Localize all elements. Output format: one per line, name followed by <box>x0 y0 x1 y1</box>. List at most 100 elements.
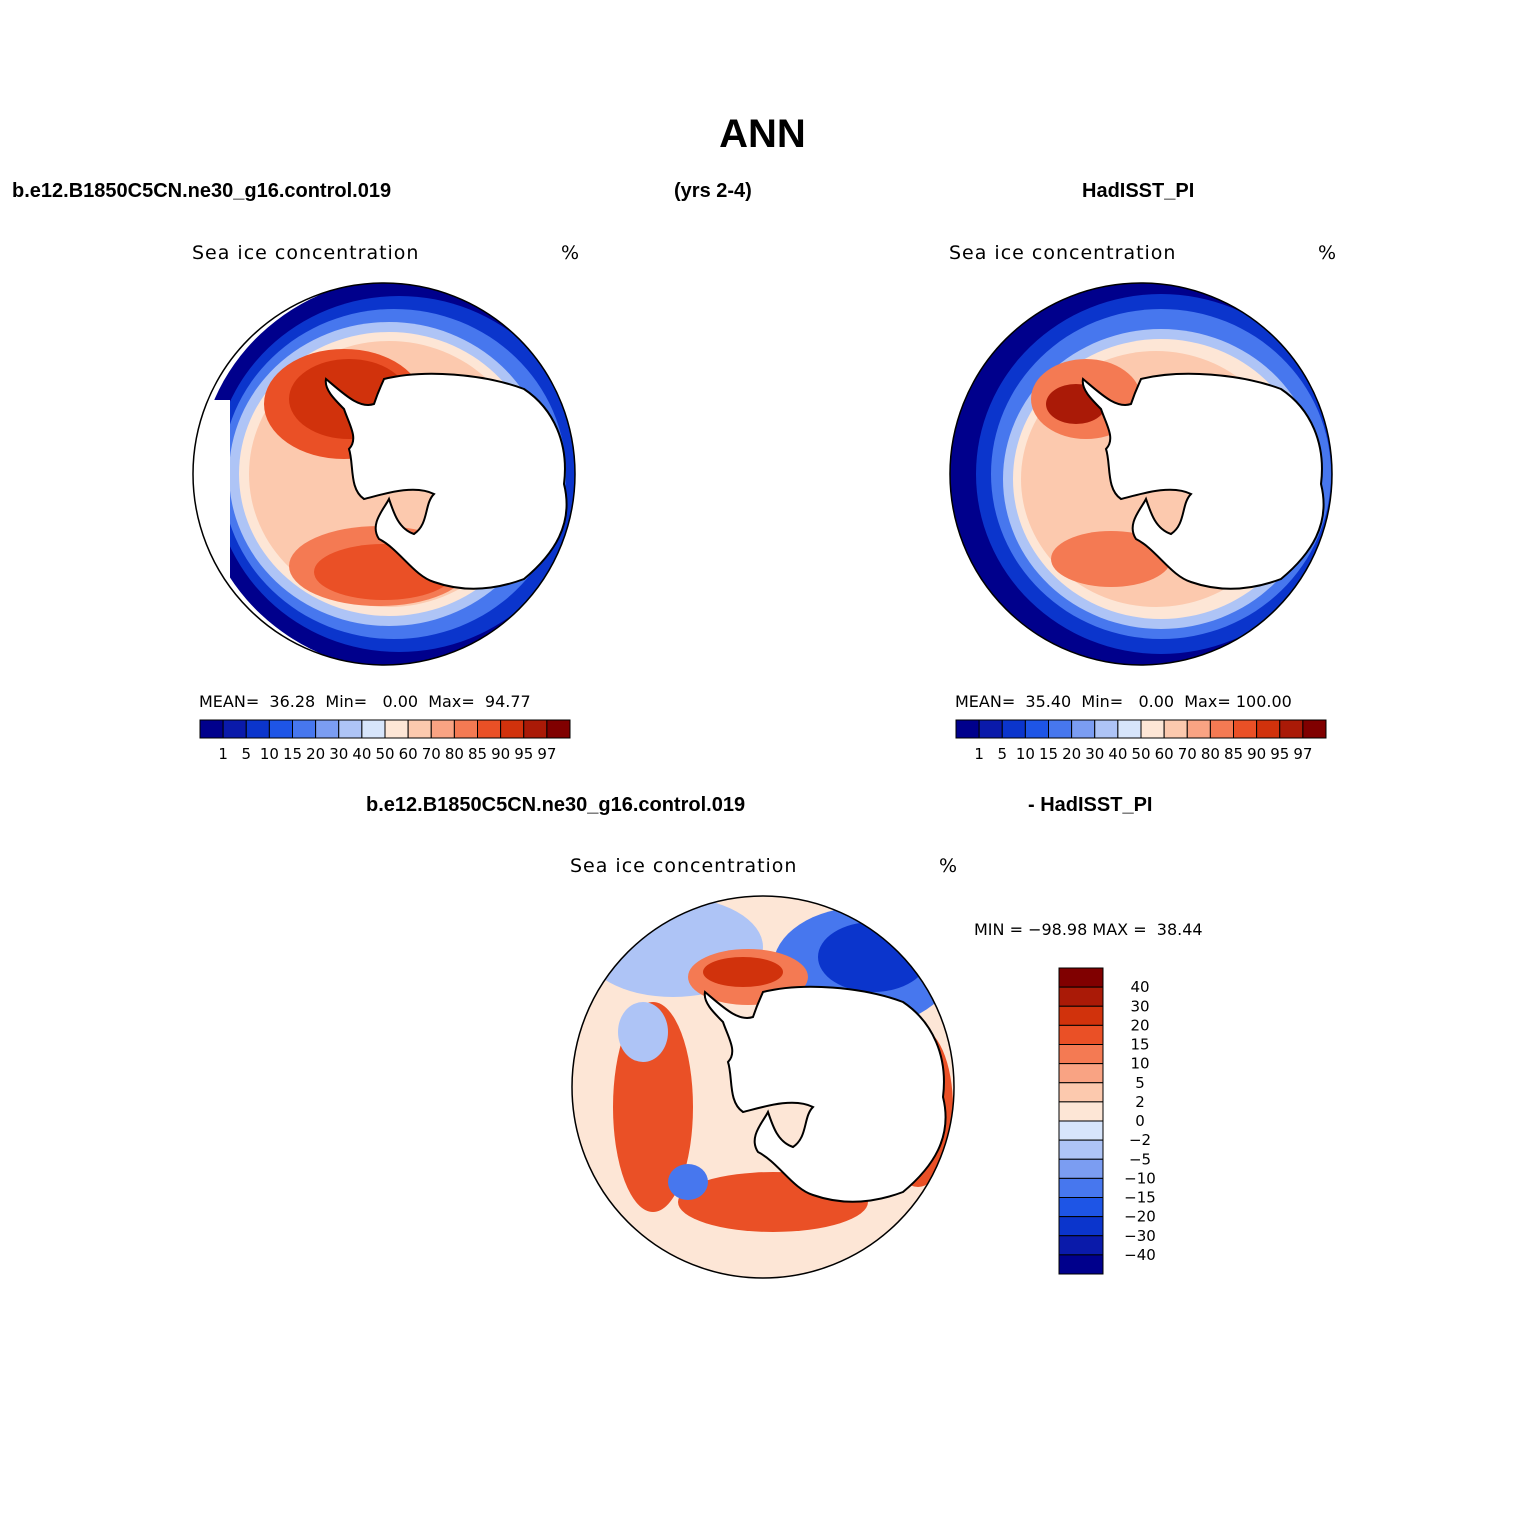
colorbar-swatch <box>361 719 386 739</box>
colorbar-tick-label: 40 <box>352 745 371 763</box>
colorbar-swatch <box>1117 719 1142 739</box>
colorbar-swatch <box>546 719 571 739</box>
colorbar-tick-label: 95 <box>514 745 533 763</box>
colorbar-tick-label: −15 <box>1124 1189 1156 1207</box>
colorbar-swatch <box>1186 719 1211 739</box>
colorbar-tick-label: 20 <box>1130 1016 1149 1034</box>
colorbar-swatch <box>1256 719 1281 739</box>
colorbar-swatch <box>1058 1177 1104 1198</box>
colorbar-tick-label: 10 <box>1130 1055 1149 1073</box>
colorbar-tick-label: 60 <box>1155 745 1174 763</box>
panel3-stats: MIN = −98.98 MAX = 38.44 <box>974 920 1203 939</box>
colorbar-tick-label: 50 <box>375 745 394 763</box>
colorbar-tick-label: 90 <box>491 745 510 763</box>
max-value: 100.00 <box>1235 692 1292 711</box>
colorbar-swatch <box>268 719 293 739</box>
colorbar-swatch <box>1058 1082 1104 1103</box>
colorbar-swatch <box>199 719 224 739</box>
figure-title: ANN <box>719 112 806 156</box>
colorbar-swatch <box>1279 719 1304 739</box>
colorbar-tick-label: 97 <box>537 745 556 763</box>
colorbar-tick-label: −30 <box>1124 1227 1156 1245</box>
min-label: Min= <box>325 692 368 711</box>
colorbar-swatch <box>1058 1005 1104 1026</box>
colorbar-tick-label: 5 <box>241 745 251 763</box>
colorbar-tick-label: 70 <box>422 745 441 763</box>
colorbar-swatch <box>222 719 247 739</box>
panel1-stats: MEAN= 36.28 Min= 0.00 Max= 94.77 <box>199 692 531 711</box>
panel3-title: Sea ice concentration <box>570 855 798 877</box>
colorbar-tick-label: 15 <box>1039 745 1058 763</box>
colorbar-tick-label: 80 <box>445 745 464 763</box>
min-value: 0.00 <box>1138 692 1175 711</box>
colorbar-swatch <box>1058 1101 1104 1122</box>
max-label: Max= <box>428 692 475 711</box>
colorbar-swatch <box>500 719 525 739</box>
colorbar-swatch <box>1233 719 1258 739</box>
panel3-units: % <box>939 855 959 877</box>
colorbar-swatch <box>1058 1120 1104 1141</box>
colorbar-tick-label: 5 <box>1135 1074 1145 1092</box>
colorbar-tick-label: 15 <box>283 745 302 763</box>
colorbar-swatch <box>1094 719 1119 739</box>
colorbar-swatch <box>1048 719 1073 739</box>
colorbar-tick-label: 2 <box>1135 1093 1145 1111</box>
max-label: MAX = <box>1092 920 1147 939</box>
colorbar-swatch <box>1302 719 1327 739</box>
colorbar-tick-label: 85 <box>468 745 487 763</box>
colorbar-swatch <box>1209 719 1234 739</box>
min-label: MIN = <box>974 920 1023 939</box>
diff-obs-header: - HadISST_PI <box>1028 794 1153 816</box>
colorbar-swatch <box>1058 986 1104 1007</box>
colorbar-tick-label: 10 <box>1016 745 1035 763</box>
colorbar-tick-label: 30 <box>329 745 348 763</box>
colorbar-tick-label: 60 <box>399 745 418 763</box>
colorbar-swatch <box>384 719 409 739</box>
colorbar-swatch <box>1058 1139 1104 1160</box>
colorbar-tick-label: 15 <box>1130 1036 1149 1054</box>
colorbar-tick-label: −2 <box>1129 1131 1151 1149</box>
min-value: −98.98 <box>1028 920 1088 939</box>
colorbar-tick-label: 10 <box>260 745 279 763</box>
max-value: 94.77 <box>484 692 531 711</box>
colorbar-swatch <box>338 719 363 739</box>
colorbar-tick-label: 90 <box>1247 745 1266 763</box>
colorbar-swatch <box>1058 1254 1104 1275</box>
years-header: (yrs 2-4) <box>674 180 752 202</box>
colorbar-swatch <box>1058 1216 1104 1237</box>
colorbar-swatch <box>1058 1235 1104 1256</box>
colorbar-panel1: 1 5 10 15 20 30 40 50 60 70 80 85 90 95 97 <box>199 719 571 763</box>
colorbar-swatch <box>407 719 432 739</box>
colorbar-swatch <box>245 719 270 739</box>
colorbar-swatch <box>955 719 980 739</box>
obs-name-header: HadISST_PI <box>1082 180 1195 202</box>
colorbar-tick-label: 50 <box>1131 745 1150 763</box>
colorbar-swatch <box>1140 719 1165 739</box>
colorbar-swatch <box>1058 1044 1104 1065</box>
panel2-title: Sea ice concentration <box>949 242 1177 264</box>
colorbar-tick-label: −20 <box>1124 1208 1156 1226</box>
colorbar-tick-label: 20 <box>306 745 325 763</box>
colorbar-tick-label: 70 <box>1178 745 1197 763</box>
colorbar-swatch <box>1058 1158 1104 1179</box>
colorbar-tick-label: 40 <box>1108 745 1127 763</box>
colorbar-swatch <box>978 719 1003 739</box>
colorbar-swatch <box>1001 719 1026 739</box>
max-value: 38.44 <box>1156 920 1203 939</box>
colorbar-swatch <box>1058 1197 1104 1218</box>
colorbar-swatch <box>292 719 317 739</box>
colorbar-swatch <box>1163 719 1188 739</box>
mean-label: MEAN= <box>199 692 260 711</box>
colorbar-panel2: 1 5 10 15 20 30 40 50 60 70 80 85 90 95 97 <box>955 719 1327 763</box>
colorbar-tick-label: 1 <box>218 745 228 763</box>
panel2-stats: MEAN= 35.40 Min= 0.00 Max= 100.00 <box>955 692 1292 711</box>
colorbar-swatch <box>1071 719 1096 739</box>
min-value: 0.00 <box>382 692 419 711</box>
colorbar-tick-label: 97 <box>1293 745 1312 763</box>
colorbar-swatch <box>430 719 455 739</box>
mean-label: MEAN= <box>955 692 1016 711</box>
colorbar-swatch <box>315 719 340 739</box>
map-panel1 <box>192 282 576 666</box>
colorbar-tick-label: 20 <box>1062 745 1081 763</box>
